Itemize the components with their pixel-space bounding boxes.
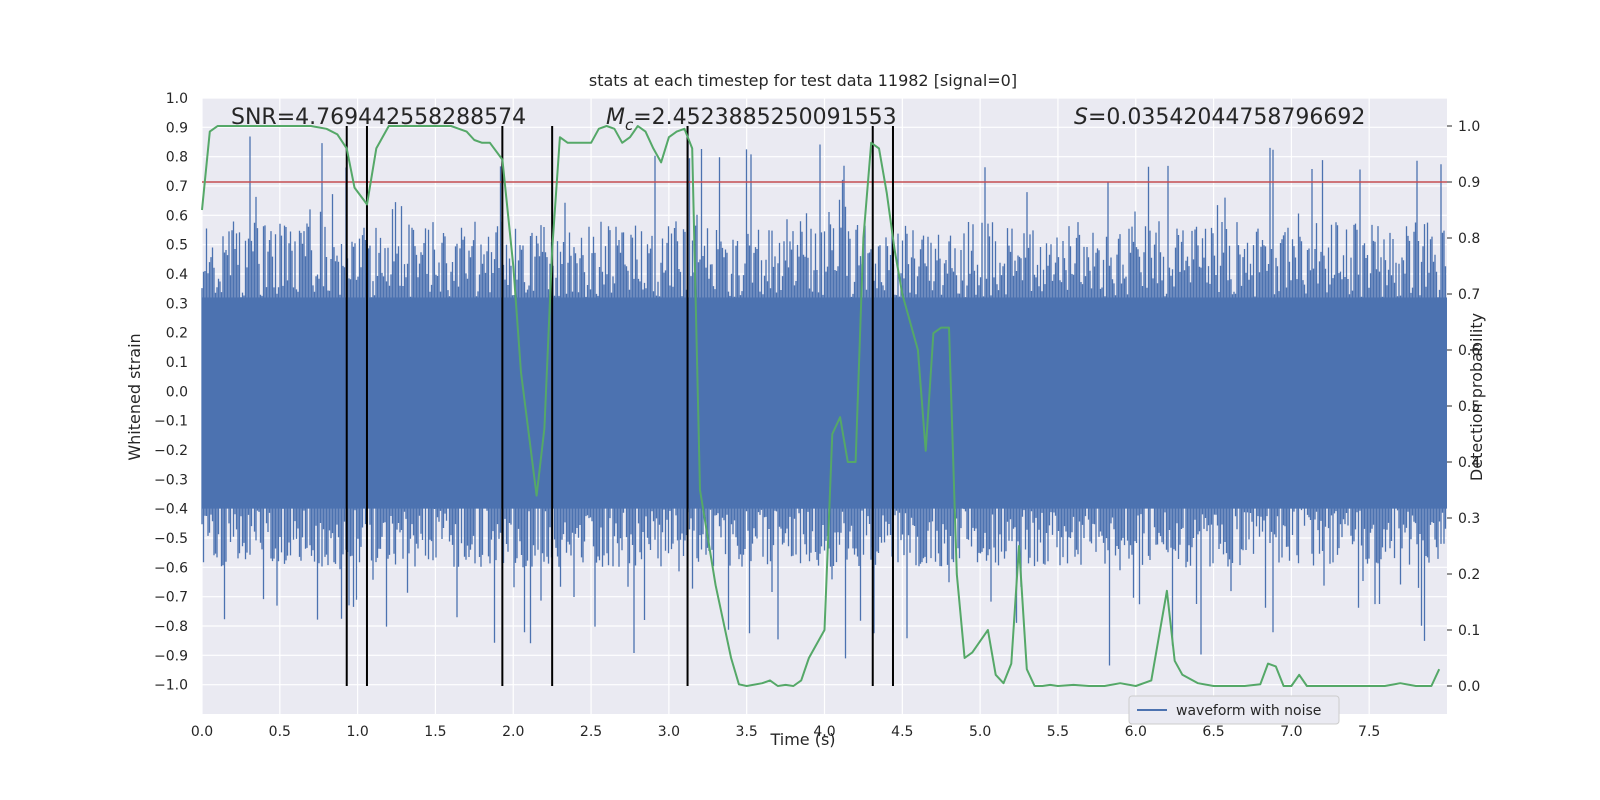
strain-series [201,135,1447,666]
left-y-tick-label: 0.6 [166,208,188,224]
left-y-tick-label: 0.9 [166,120,188,136]
x-tick-label: 1.0 [346,724,368,740]
left-y-tick-label: 0.4 [166,267,188,283]
x-tick-label: 4.0 [813,724,835,740]
left-y-tick-label: 0.5 [166,238,188,254]
right-y-tick-label: 0.2 [1458,567,1480,583]
right-y-tick-label: 0.3 [1458,511,1480,527]
left-y-tick-label: −0.6 [154,560,188,576]
left-y-tick-label: −0.4 [154,502,188,518]
left-y-tick-label: 0.7 [166,179,188,195]
right-axis-ticks: 1.0 0.9 0.8 0.7 0.6 0.5 0.4 0.3 0.2 0.1 0.0 [1447,119,1480,695]
x-tick-label: 2.5 [580,724,602,740]
x-tick-label: 0.0 [191,724,213,740]
right-y-tick-label: 0.4 [1458,455,1480,471]
left-y-tick-label: 0.2 [166,326,188,342]
right-y-tick-label: 1.0 [1458,119,1480,135]
x-tick-label: 4.5 [891,724,913,740]
left-y-tick-label: 0.1 [166,355,188,371]
series-line-detection-probability [201,125,1441,687]
left-y-tick-label: −0.3 [154,472,188,488]
right-y-tick-label: 0.6 [1458,343,1480,359]
right-axis-label: Detection probability [1467,313,1486,481]
x-tick-label: 3.5 [736,724,758,740]
left-axis-label: Whitened strain [125,333,144,460]
left-y-tick-label: 1.0 [166,91,188,107]
left-y-tick-label: 0.8 [166,150,188,166]
x-tick-label: 1.5 [424,724,446,740]
x-tick-label: 7.0 [1280,724,1302,740]
snr-annotation: SNR=4.769442558288574 [231,105,526,130]
legend-label-waveform: waveform with noise [1176,703,1321,719]
left-y-tick-label: −0.7 [154,590,188,606]
left-y-tick-label: −1.0 [154,678,188,694]
x-axis-label: Time (s) [769,730,835,749]
chirp-mass-annotation: Mc=2.4523885250091553 [606,105,897,134]
s-annotation: S=0.03542044758796692 [1074,105,1365,130]
left-y-tick-label: −0.5 [154,531,188,547]
right-y-tick-label: 0.9 [1458,175,1480,191]
left-y-tick-label: −0.1 [154,414,188,430]
x-tick-label: 5.5 [1047,724,1069,740]
right-y-tick-label: 0.7 [1458,287,1480,303]
x-tick-label: 7.5 [1358,724,1380,740]
x-tick-label: 3.0 [658,724,680,740]
x-tick-label: 2.0 [502,724,524,740]
right-y-tick-label: 0.1 [1458,623,1480,639]
x-tick-label: 6.0 [1125,724,1147,740]
chart-title: stats at each timestep for test data 119… [589,71,1017,90]
right-y-tick-label: 0.0 [1458,679,1480,695]
x-tick-label: 0.5 [269,724,291,740]
left-y-tick-label: 0.0 [166,384,188,400]
x-axis-ticks: 0.0 0.5 1.0 1.5 2.0 2.5 3.0 3.5 4.0 4.5 5.0 5.5 6.0 6… [191,724,1380,740]
right-y-tick-label: 0.8 [1458,231,1480,247]
x-tick-label: 5.0 [969,724,991,740]
x-tick-label: 6.5 [1202,724,1224,740]
left-y-tick-label: −0.9 [154,648,188,664]
left-y-tick-label: −0.2 [154,443,188,459]
legend: waveform with noise [1128,695,1340,725]
left-axis-ticks: 1.0 0.9 0.8 0.7 0.6 0.5 0.4 0.3 0.2 0.1 0.0 −0.1 −0.… [154,91,188,694]
left-y-tick-label: 0.3 [166,296,188,312]
right-y-tick-label: 0.5 [1458,399,1480,415]
left-y-tick-label: −0.8 [154,619,188,635]
event-markers [345,126,894,686]
